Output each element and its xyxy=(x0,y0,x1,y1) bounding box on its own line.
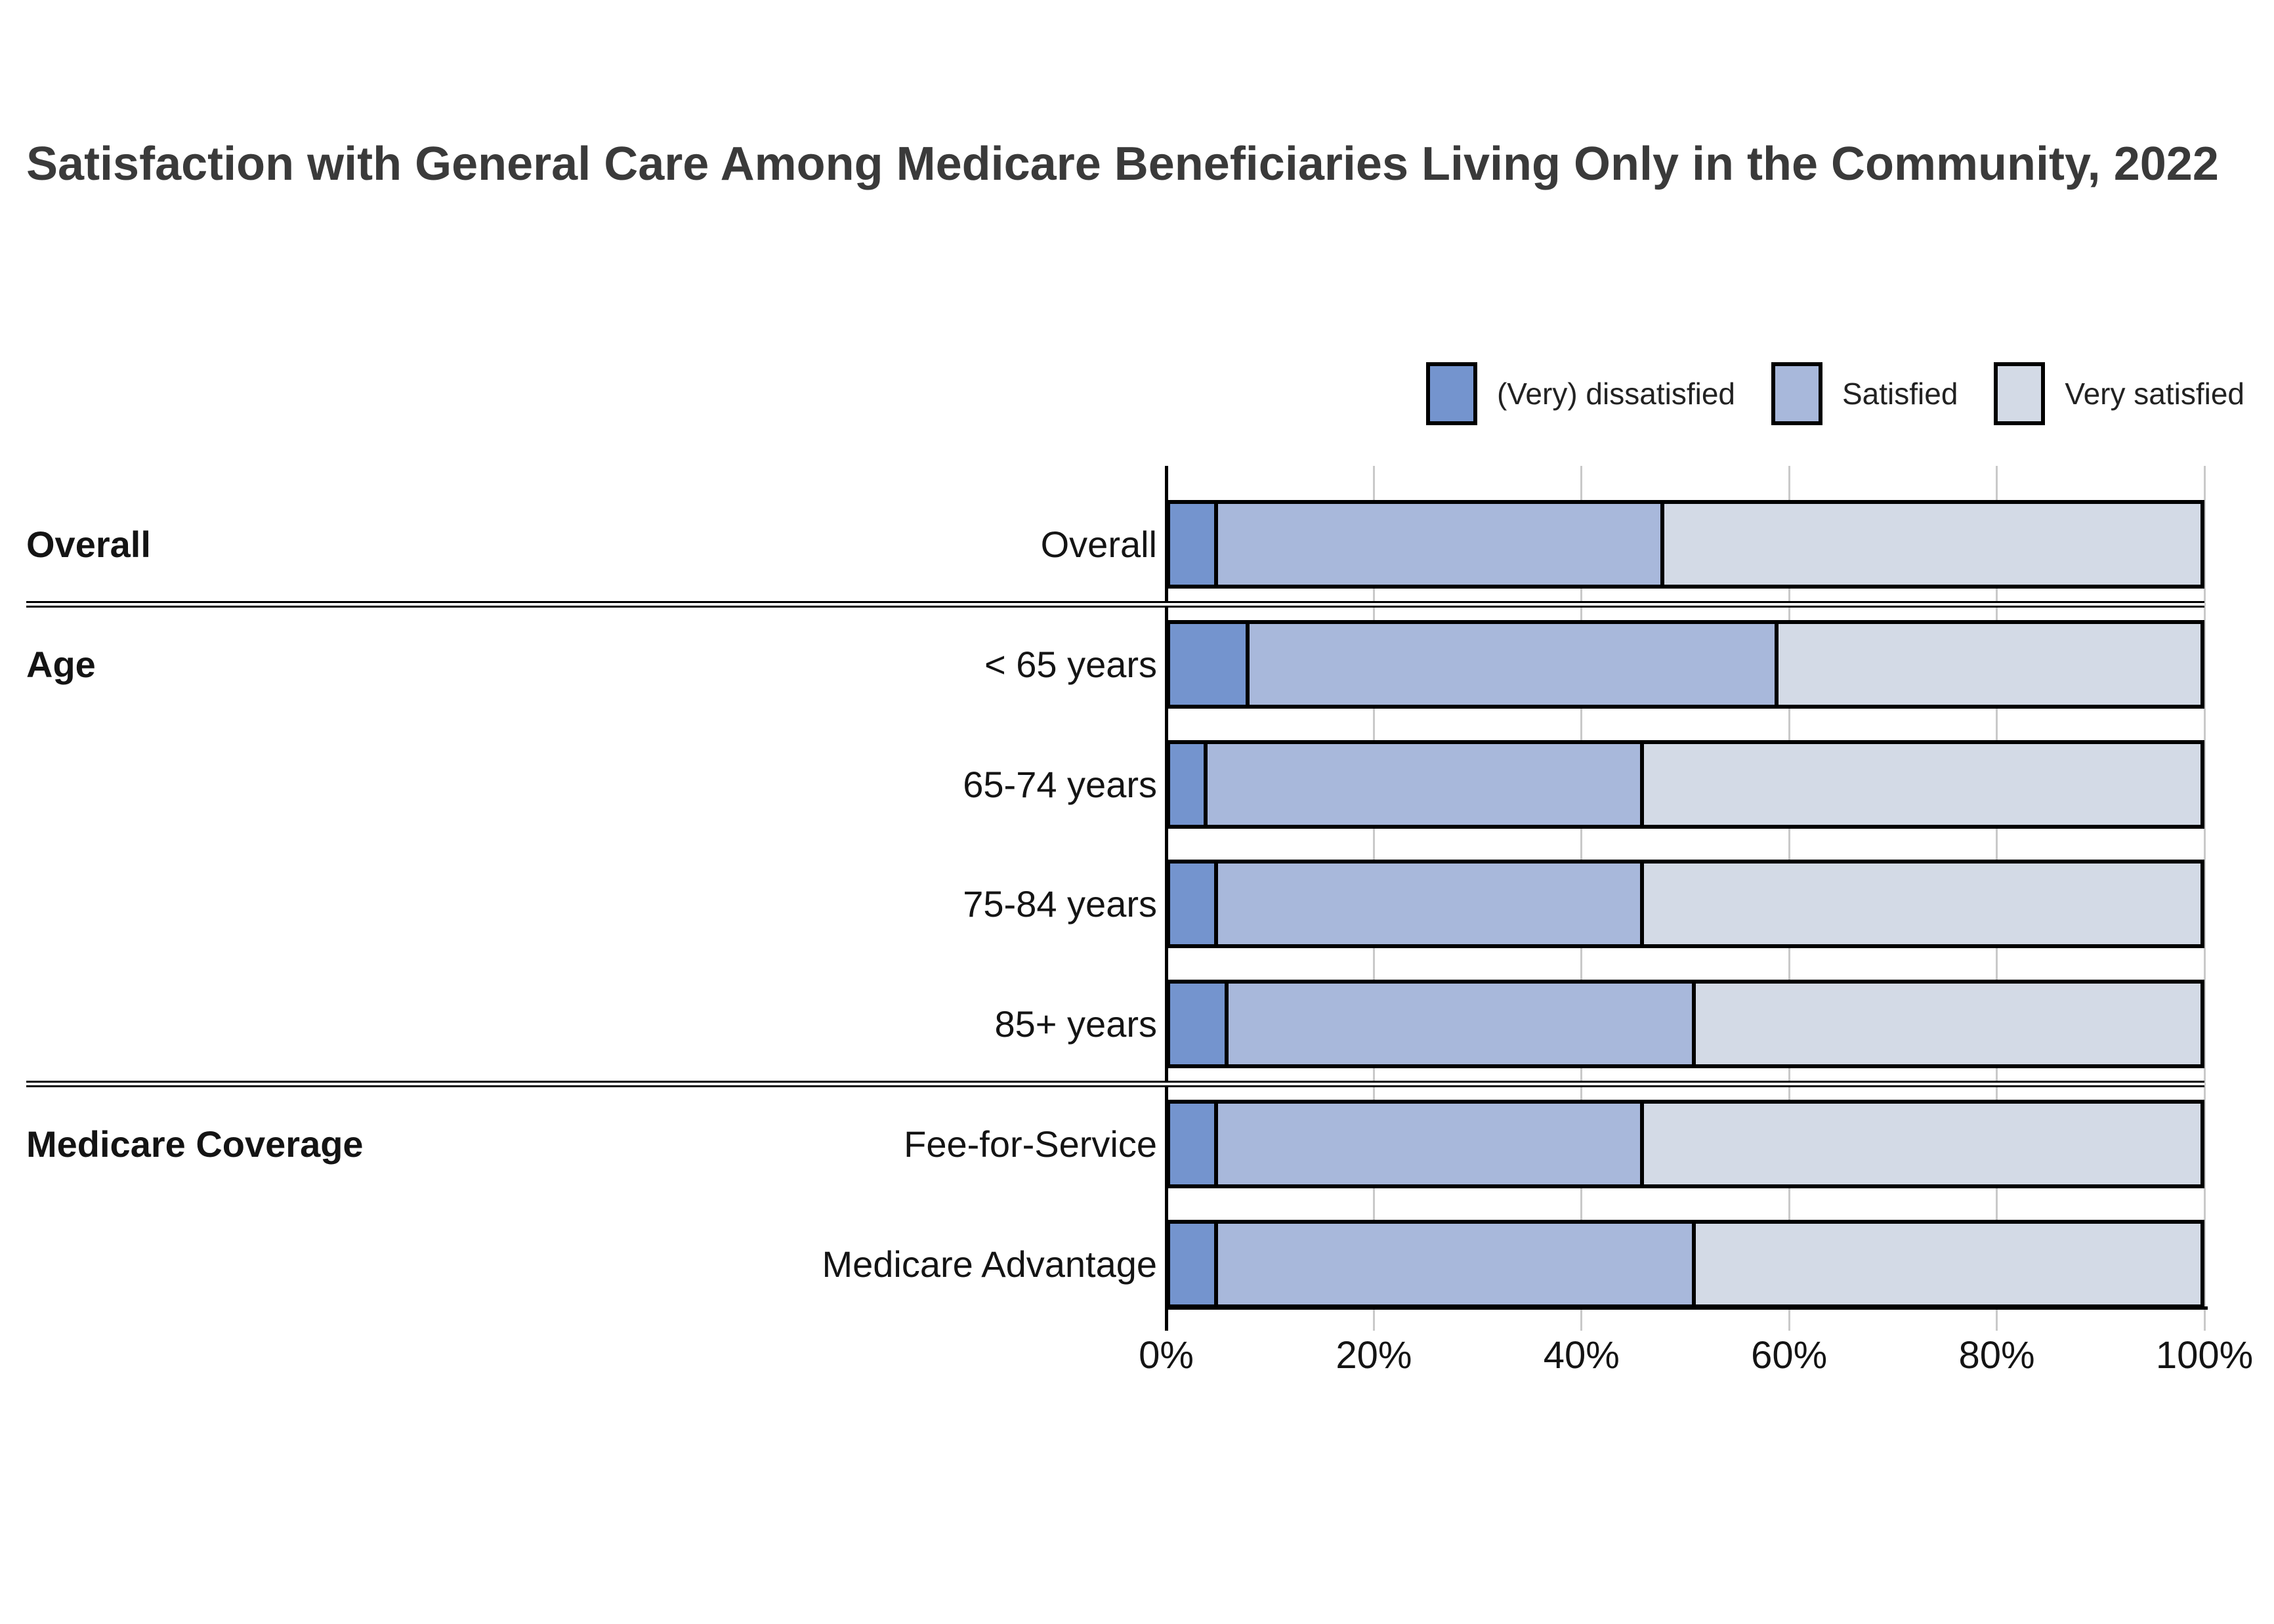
bar-row xyxy=(1166,1220,2204,1308)
legend-label-very-satisfied: Very satisfied xyxy=(2065,377,2244,411)
bar-row xyxy=(1166,740,2204,829)
bar-segment-dissatisfied xyxy=(1166,1100,1219,1188)
group-label: Medicare Coverage xyxy=(26,1123,364,1165)
bar-segment-dissatisfied xyxy=(1166,1220,1219,1308)
row-label: Fee-for-Service xyxy=(904,1123,1157,1165)
legend-item-dissatisfied: (Very) dissatisfied xyxy=(1425,362,1735,425)
bar-segment-very-satisfied xyxy=(1779,620,2204,709)
bar-row xyxy=(1166,860,2204,948)
x-tick-label-60%: 60% xyxy=(1751,1334,1828,1377)
y-axis-line xyxy=(1165,466,1168,1331)
x-tick-label-100%: 100% xyxy=(2155,1334,2254,1377)
group-label: Age xyxy=(26,644,96,685)
bar-segment-dissatisfied xyxy=(1166,980,1229,1068)
bar-segment-dissatisfied xyxy=(1166,860,1219,948)
gridline-100% xyxy=(2203,466,2206,1308)
bar-segment-dissatisfied xyxy=(1166,620,1250,709)
x-tick-label-20%: 20% xyxy=(1336,1334,1412,1377)
axis-tick-60% xyxy=(1788,1308,1790,1331)
x-tick-label-40%: 40% xyxy=(1543,1334,1620,1377)
group-separator xyxy=(26,600,2204,608)
bar-segment-dissatisfied xyxy=(1166,500,1219,589)
group-label: Overall xyxy=(26,524,151,565)
bar-segment-satisfied xyxy=(1218,500,1665,589)
row-label: 75-84 years xyxy=(963,883,1157,925)
legend-swatch-satisfied-icon xyxy=(1771,362,1822,425)
row-label: 85+ years xyxy=(994,1003,1158,1045)
bar-segment-very-satisfied xyxy=(1664,500,2204,589)
bar-row xyxy=(1166,620,2204,709)
bar-segment-very-satisfied xyxy=(1695,1220,2204,1308)
bar-segment-very-satisfied xyxy=(1643,1100,2204,1188)
bar-row xyxy=(1166,980,2204,1068)
bar-segment-satisfied xyxy=(1218,1100,1644,1188)
x-axis-line xyxy=(1165,1306,2208,1310)
legend: (Very) dissatisfied Satisfied Very satis… xyxy=(1425,362,2244,425)
bar-segment-satisfied xyxy=(1208,740,1644,829)
bar-segment-satisfied xyxy=(1249,620,1779,709)
group-separator xyxy=(26,1081,2204,1088)
bar-row xyxy=(1166,1100,2204,1188)
bar-segment-dissatisfied xyxy=(1166,740,1208,829)
bar-segment-very-satisfied xyxy=(1695,980,2204,1068)
row-label: Medicare Advantage xyxy=(822,1243,1157,1285)
legend-label-dissatisfied: (Very) dissatisfied xyxy=(1496,377,1735,411)
legend-label-satisfied: Satisfied xyxy=(1842,377,1958,411)
legend-item-very-satisfied: Very satisfied xyxy=(1994,362,2244,425)
legend-swatch-very-satisfied-icon xyxy=(1994,362,2046,425)
bar-segment-satisfied xyxy=(1218,1220,1696,1308)
axis-tick-20% xyxy=(1372,1308,1375,1331)
legend-item-satisfied: Satisfied xyxy=(1771,362,1958,425)
legend-swatch-dissatisfied-icon xyxy=(1425,362,1477,425)
axis-tick-40% xyxy=(1580,1308,1583,1331)
bar-segment-very-satisfied xyxy=(1643,860,2204,948)
row-label: 65-74 years xyxy=(963,764,1157,805)
x-tick-label-80%: 80% xyxy=(1958,1334,2035,1377)
bar-row xyxy=(1166,500,2204,589)
bar-segment-satisfied xyxy=(1218,860,1644,948)
axis-tick-80% xyxy=(1996,1308,1998,1331)
x-tick-label-0%: 0% xyxy=(1139,1334,1194,1377)
row-label: < 65 years xyxy=(984,644,1157,685)
bar-segment-very-satisfied xyxy=(1643,740,2204,829)
chart-title: Satisfaction with General Care Among Med… xyxy=(26,138,2219,190)
axis-tick-100% xyxy=(2203,1308,2206,1331)
row-label: Overall xyxy=(1040,524,1157,565)
bar-segment-satisfied xyxy=(1228,980,1696,1068)
